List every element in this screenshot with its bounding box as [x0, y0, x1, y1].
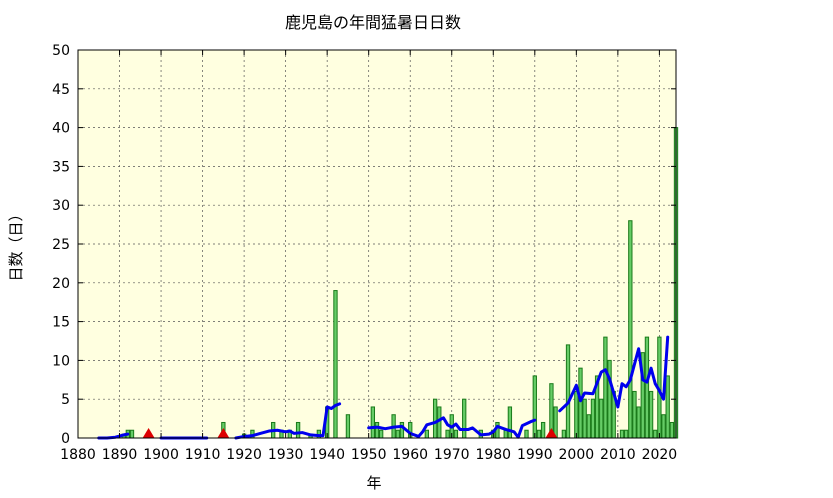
bar [536, 429, 542, 439]
bar [661, 414, 666, 439]
bar [586, 414, 591, 439]
x-tick-label: 1970 [434, 447, 470, 463]
bar [648, 390, 654, 439]
bar [524, 429, 529, 439]
triangle-marker [142, 428, 155, 438]
bar [507, 406, 513, 439]
bar [565, 344, 571, 439]
station-move-markers [142, 428, 558, 438]
x-tick-label: 1880 [60, 447, 96, 463]
bar [607, 359, 612, 439]
bar [532, 375, 537, 439]
bar [129, 429, 135, 439]
y-tick-label: 5 [61, 392, 70, 408]
bar [374, 421, 380, 439]
bar [399, 421, 405, 439]
bar [395, 429, 400, 439]
y-tick-label: 0 [61, 431, 70, 447]
moving-average-line [367, 416, 537, 439]
bar [295, 421, 301, 439]
bar [636, 406, 641, 439]
x-tick-label: 1900 [143, 447, 179, 463]
bar [669, 421, 675, 439]
bar [653, 429, 658, 439]
bar [665, 375, 670, 439]
x-tick-label: 1990 [517, 447, 553, 463]
y-tick-label: 10 [52, 353, 70, 369]
y-tick-label: 15 [52, 315, 70, 331]
plot-area [77, 49, 677, 439]
y-tick-label: 25 [52, 237, 70, 253]
bar [624, 429, 629, 439]
bar [453, 429, 459, 439]
x-axis-ticks: 1880 1890 1900 1910 1920 1930 1940 1950 1960 1970… [60, 50, 677, 463]
x-tick-label: 1950 [351, 447, 387, 463]
bar [632, 390, 637, 439]
bar [561, 429, 567, 439]
y-tick-label: 40 [52, 121, 70, 137]
bar [644, 336, 650, 439]
bar [370, 406, 376, 439]
bar [503, 429, 508, 439]
y-axis-ticks: 0 5 10 15 20 25 30 35 40 45 50 [52, 43, 676, 447]
bar [333, 290, 338, 439]
bar [424, 429, 429, 439]
x-tick-label: 1910 [185, 447, 221, 463]
bar [628, 220, 633, 439]
y-tick-label: 45 [52, 82, 70, 98]
bar [603, 336, 608, 439]
x-tick-label: 1920 [226, 447, 262, 463]
x-tick-label: 2010 [600, 447, 636, 463]
triangle-marker [217, 428, 230, 438]
bar [582, 398, 587, 439]
x-tick-label: 2000 [559, 447, 595, 463]
bar [574, 390, 579, 439]
triangle-marker [545, 428, 558, 438]
bar [445, 429, 450, 439]
moving-average-line [234, 402, 342, 440]
x-tick-label: 1930 [268, 447, 304, 463]
bar [378, 429, 384, 439]
y-tick-label: 30 [52, 198, 70, 214]
bar [619, 429, 625, 439]
y-tick-label: 20 [52, 276, 70, 292]
y-axis-label: 日数（日） [7, 206, 25, 281]
x-tick-label: 1940 [309, 447, 345, 463]
x-tick-label: 1960 [392, 447, 428, 463]
x-tick-label: 1980 [475, 447, 511, 463]
bar [345, 414, 351, 439]
bar [540, 421, 546, 439]
moving-average-line [558, 335, 670, 413]
chart-title: 鹿児島の年間猛暑日日数 [285, 13, 461, 32]
y-tick-label: 50 [52, 43, 70, 59]
bar [599, 398, 604, 439]
bar [462, 398, 467, 439]
bar [432, 398, 438, 439]
y-tick-label: 35 [52, 159, 70, 175]
x-tick-label: 2020 [642, 447, 678, 463]
x-axis-label: 年 [366, 474, 381, 492]
bar [578, 367, 583, 439]
bar [590, 398, 596, 439]
x-tick-label: 1890 [102, 447, 138, 463]
